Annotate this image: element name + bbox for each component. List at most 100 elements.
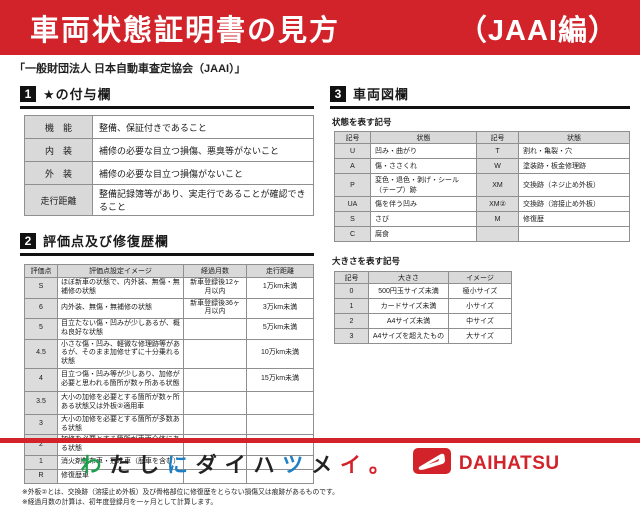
left-column: 1 ★の付与欄 機 能 整備、保証付きであること 内 装 補修の必要な目立つ損傷… xyxy=(20,84,339,507)
criteria-label-cell: 機 能 xyxy=(24,115,93,139)
condition-symbols-table: 記号 状態 記号 状態 U 凹み・曲がり T 割れ・亀裂・穴 A 傷・ささくれ … xyxy=(334,131,630,242)
table-row: 6 内外装、無傷・無補修の状態 新車登録後36ヶ月以内 3万km未満 xyxy=(24,297,314,319)
score-desc-cell: 目立つ傷・凹み等が少しあり、加修が必要と思われる箇所が数ヶ所ある状態 xyxy=(57,367,184,392)
score-cell: 6 xyxy=(24,297,58,319)
months-cell: 新車登録後36ヶ月以内 xyxy=(183,297,247,319)
score-cell: 4 xyxy=(24,367,58,392)
section2-number-badge: 2 xyxy=(20,232,36,249)
table-row: 3 大小の加修を必要とする箇所が多数ある状態 xyxy=(24,413,314,436)
table-header-row: 評価点 評価点設定イメージ 経過月数 走行距離 xyxy=(24,264,314,278)
symbol-cell: S xyxy=(334,211,371,227)
criteria-desc-cell: 整備、保証付きであること xyxy=(92,115,314,139)
daihatsu-wordmark: DAIHATSU xyxy=(458,452,560,474)
state-cell: 修復歴 xyxy=(518,211,630,227)
table-row: A 傷・ささくれ W 塗装跡・板金修理跡 xyxy=(334,158,630,174)
state-cell: 塗装跡・板金修理跡 xyxy=(518,158,630,174)
organization-subtitle: 「一般財団法人 日本自動車査定協会（JAAI）」 xyxy=(14,63,246,75)
table-row: P 変色・退色・剥げ・シール（テープ）跡 XM 交換跡（ネジ止め外板） xyxy=(334,173,630,197)
score-desc-cell: 大小の加修を必要とする箇所が数ヶ所ある状態又は外板②適用車 xyxy=(57,390,184,415)
slogan-char: ハ xyxy=(253,453,276,477)
mileage-cell: 10万km未満 xyxy=(246,338,314,369)
size-cell: カードサイズ未満 xyxy=(368,298,449,314)
criteria-label-cell: 走行距離 xyxy=(24,184,93,216)
table-row: 走行距離 整備記録簿等があり、実走行であることが確認できること xyxy=(24,184,314,216)
footer: わ た し に ダ イ ハ ツ メ イ 。 DAIHA xyxy=(0,447,640,480)
col-header-symbol2: 記号 xyxy=(476,131,519,144)
table-row: 3 A4サイズを超えたもの 大サイズ xyxy=(334,328,512,344)
table-row: 外 装 補修の必要な目立つ損傷がないこと xyxy=(24,161,314,185)
daihatsu-brand: DAIHATSU xyxy=(412,448,560,479)
months-cell xyxy=(183,318,247,340)
symbol-cell: T xyxy=(476,143,519,159)
table-row: UA 傷を伴う凹み XM② 交換跡（溶接止め外板） xyxy=(334,196,630,212)
footnotes: ※外板②とは、交換跡（溶接止め外板）及び骨格部位に修復歴をとらない損傷又は痕跡が… xyxy=(22,488,339,507)
section3-title: 車両図欄 xyxy=(353,87,410,102)
months-cell xyxy=(183,413,247,436)
state-cell xyxy=(518,226,630,242)
score-cell: S xyxy=(24,277,58,299)
table-row: 2 A4サイズ未満 中サイズ xyxy=(334,313,512,329)
state-cell: さび xyxy=(370,211,477,227)
star-criteria-table: 機 能 整備、保証付きであること 内 装 補修の必要な目立つ損傷、悪臭等がないこ… xyxy=(24,115,314,216)
criteria-desc-cell: 補修の必要な目立つ損傷がないこと xyxy=(92,161,314,185)
score-desc-cell: ほぼ新車の状態で、内外装、無傷・無補修の状態 xyxy=(57,277,184,299)
table-row: 1 消火剤散布車・冠水車（歴車を含む） xyxy=(24,454,314,470)
slogan-char: ツ xyxy=(282,453,305,477)
symbol-cell: A xyxy=(334,158,371,174)
image-cell: 大サイズ xyxy=(448,328,512,344)
table-row: 3.5 大小の加修を必要とする箇所が数ヶ所ある状態又は外板②適用車 xyxy=(24,390,314,415)
symbol-cell: 1 xyxy=(334,298,369,314)
slogan-char: メ xyxy=(311,453,334,477)
state-cell: 割れ・亀裂・穴 xyxy=(518,143,630,159)
table-row: 0 500円玉サイズ未満 極小サイズ xyxy=(334,283,512,299)
mileage-cell: 15万km未満 xyxy=(246,367,314,392)
table-row: 内 装 補修の必要な目立つ損傷、悪臭等がないこと xyxy=(24,138,314,162)
symbol-cell: C xyxy=(334,226,371,242)
col-header-image: 評価点設定イメージ xyxy=(57,264,184,278)
symbol-cell: P xyxy=(334,173,371,197)
state-cell: 変色・退色・剥げ・シール（テープ）跡 xyxy=(370,173,477,197)
col-header-symbol: 記号 xyxy=(334,271,369,284)
image-cell: 小サイズ xyxy=(448,298,512,314)
daihatsu-logo-icon xyxy=(412,448,451,479)
symbol-cell: M xyxy=(476,211,519,227)
page-title-edition: （JAAI編） xyxy=(457,14,618,47)
size-cell: 500円玉サイズ未満 xyxy=(368,283,449,299)
state-cell: 傷・ささくれ xyxy=(370,158,477,174)
slogan-char: イ xyxy=(224,453,247,477)
table-row: 1 カードサイズ未満 小サイズ xyxy=(334,298,512,314)
mileage-cell xyxy=(246,390,314,415)
months-cell xyxy=(183,338,247,369)
col-header-state2: 状態 xyxy=(518,131,630,144)
slogan-char: し xyxy=(138,453,161,477)
score-desc-cell: 内外装、無傷・無補修の状態 xyxy=(57,297,184,319)
section2-title: 評価点及び修復歴欄 xyxy=(43,234,170,249)
slogan-char: イ xyxy=(339,453,362,477)
evaluation-score-table: 評価点 評価点設定イメージ 経過月数 走行距離 S ほぼ新車の状態で、内外装、無… xyxy=(24,264,314,484)
table-row: U 凹み・曲がり T 割れ・亀裂・穴 xyxy=(334,143,630,159)
daihatsu-slogan: わ た し に ダ イ ハ ツ メ イ 。 xyxy=(80,449,390,479)
state-cell: 交換跡（溶接止め外板） xyxy=(518,196,630,212)
size-cell: A4サイズ未満 xyxy=(368,313,449,329)
criteria-desc-cell: 整備記録簿等があり、実走行であることが確認できること xyxy=(92,184,314,216)
state-cell: 凹み・曲がり xyxy=(370,143,477,159)
state-cell: 傷を伴う凹み xyxy=(370,196,477,212)
table-row: S さび M 修復歴 xyxy=(334,211,630,227)
score-desc-cell: 大小の加修を必要とする箇所が多数ある状態 xyxy=(57,413,184,436)
slogan-char: ダ xyxy=(195,453,218,477)
section3-header: 3 車両図欄 xyxy=(330,84,630,109)
months-cell xyxy=(183,390,247,415)
mileage-cell: 3万km未満 xyxy=(246,297,314,319)
col-header-size: 大きさ xyxy=(368,271,449,284)
symbol-cell xyxy=(476,226,519,242)
footnote-line: ※外板②とは、交換跡（溶接止め外板）及び骨格部位に修復歴をとらない損傷又は痕跡が… xyxy=(22,488,339,496)
symbol-cell: XM② xyxy=(476,196,519,212)
symbol-cell: XM xyxy=(476,173,519,197)
symbols-table-title: 状態を表す記号 xyxy=(332,117,392,127)
slogan-char: に xyxy=(166,453,189,477)
col-header-months: 経過月数 xyxy=(183,264,247,278)
symbol-cell: 0 xyxy=(334,283,369,299)
footnote-line: ※経過月数の計算は、初年度登録月を一ヶ月として計算します。 xyxy=(22,498,218,506)
page-title: 車両状態証明書の見方 xyxy=(30,14,341,47)
